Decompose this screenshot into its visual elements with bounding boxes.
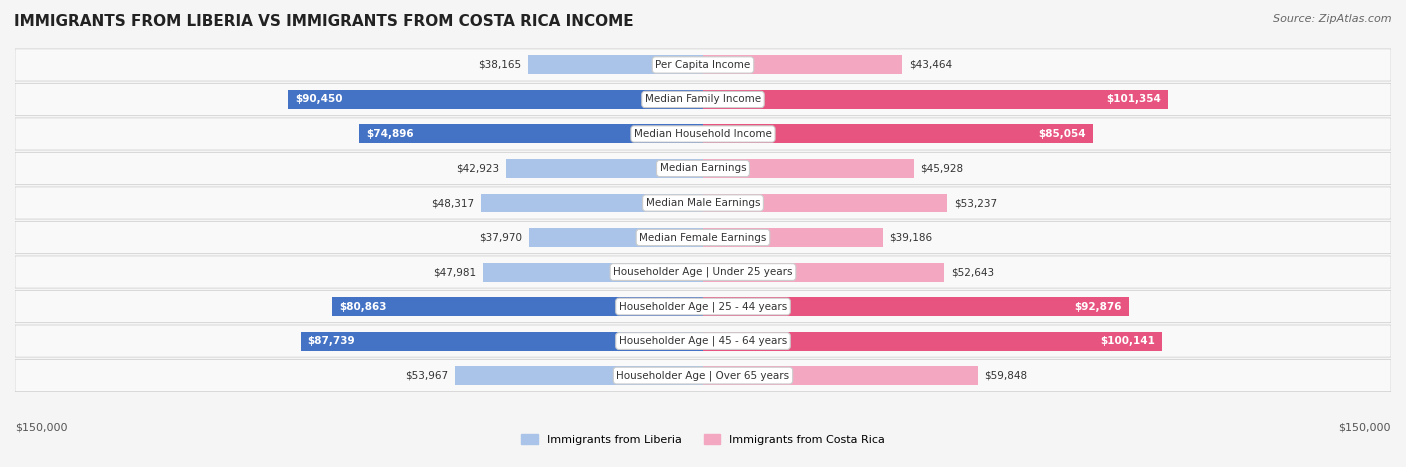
FancyBboxPatch shape xyxy=(15,256,1391,288)
Bar xyxy=(506,159,703,178)
FancyBboxPatch shape xyxy=(15,221,1391,254)
Bar xyxy=(527,56,703,74)
Text: $42,923: $42,923 xyxy=(456,163,499,173)
Text: Householder Age | Under 25 years: Householder Age | Under 25 years xyxy=(613,267,793,277)
Text: $90,450: $90,450 xyxy=(295,94,343,105)
Bar xyxy=(703,297,1129,316)
Text: $39,186: $39,186 xyxy=(890,233,932,242)
FancyBboxPatch shape xyxy=(15,325,1391,357)
Text: $150,000: $150,000 xyxy=(15,422,67,432)
Text: $59,848: $59,848 xyxy=(984,371,1028,381)
Text: $80,863: $80,863 xyxy=(339,302,387,311)
Bar xyxy=(703,125,1092,143)
Legend: Immigrants from Liberia, Immigrants from Costa Rica: Immigrants from Liberia, Immigrants from… xyxy=(516,430,890,449)
Text: Per Capita Income: Per Capita Income xyxy=(655,60,751,70)
Text: $150,000: $150,000 xyxy=(1339,422,1391,432)
Bar xyxy=(360,125,703,143)
FancyBboxPatch shape xyxy=(15,290,1391,323)
Text: $43,464: $43,464 xyxy=(910,60,952,70)
FancyBboxPatch shape xyxy=(15,360,1391,392)
Bar xyxy=(703,262,945,282)
Text: Householder Age | 25 - 44 years: Householder Age | 25 - 44 years xyxy=(619,301,787,312)
Text: $45,928: $45,928 xyxy=(921,163,963,173)
Text: Median Male Earnings: Median Male Earnings xyxy=(645,198,761,208)
Bar xyxy=(301,332,703,351)
Bar xyxy=(482,262,703,282)
Text: Median Family Income: Median Family Income xyxy=(645,94,761,105)
Bar xyxy=(703,159,914,178)
Text: $38,165: $38,165 xyxy=(478,60,522,70)
Text: Householder Age | 45 - 64 years: Householder Age | 45 - 64 years xyxy=(619,336,787,347)
FancyBboxPatch shape xyxy=(15,49,1391,81)
Text: $53,237: $53,237 xyxy=(955,198,997,208)
Bar xyxy=(481,193,703,212)
Bar xyxy=(703,228,883,247)
Text: $48,317: $48,317 xyxy=(432,198,474,208)
Text: Median Female Earnings: Median Female Earnings xyxy=(640,233,766,242)
Text: Householder Age | Over 65 years: Householder Age | Over 65 years xyxy=(616,370,790,381)
Text: $52,643: $52,643 xyxy=(952,267,994,277)
Bar xyxy=(703,56,903,74)
Text: Median Household Income: Median Household Income xyxy=(634,129,772,139)
Text: $74,896: $74,896 xyxy=(367,129,413,139)
Text: $85,054: $85,054 xyxy=(1039,129,1087,139)
Bar xyxy=(703,90,1168,109)
Text: IMMIGRANTS FROM LIBERIA VS IMMIGRANTS FROM COSTA RICA INCOME: IMMIGRANTS FROM LIBERIA VS IMMIGRANTS FR… xyxy=(14,14,634,29)
Bar xyxy=(332,297,703,316)
Bar xyxy=(529,228,703,247)
Text: $92,876: $92,876 xyxy=(1074,302,1122,311)
Bar xyxy=(703,193,948,212)
FancyBboxPatch shape xyxy=(15,152,1391,184)
Text: $87,739: $87,739 xyxy=(308,336,356,346)
Text: Source: ZipAtlas.com: Source: ZipAtlas.com xyxy=(1274,14,1392,24)
Text: $37,970: $37,970 xyxy=(479,233,522,242)
FancyBboxPatch shape xyxy=(15,84,1391,115)
Text: $47,981: $47,981 xyxy=(433,267,477,277)
FancyBboxPatch shape xyxy=(15,187,1391,219)
FancyBboxPatch shape xyxy=(15,118,1391,150)
Text: $53,967: $53,967 xyxy=(405,371,449,381)
Text: $101,354: $101,354 xyxy=(1107,94,1161,105)
Text: $100,141: $100,141 xyxy=(1101,336,1156,346)
Bar xyxy=(703,332,1163,351)
Bar xyxy=(456,366,703,385)
Text: Median Earnings: Median Earnings xyxy=(659,163,747,173)
Bar xyxy=(703,366,977,385)
Bar xyxy=(288,90,703,109)
